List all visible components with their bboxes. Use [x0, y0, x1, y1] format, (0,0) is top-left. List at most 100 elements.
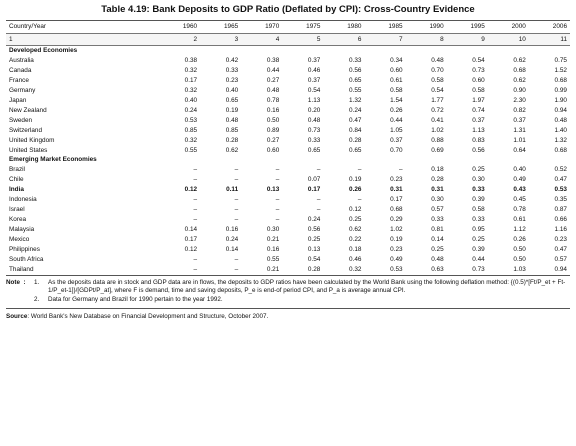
ratio-cell: – — [193, 166, 198, 174]
ratio-cell: 0.47 — [554, 176, 567, 184]
ratio-cell: – — [234, 166, 239, 174]
ratio-cell: 0.07 — [307, 176, 321, 184]
ratio-cell: 0.46 — [307, 66, 321, 74]
note-item: 1. As the deposits data are in stock and … — [34, 279, 570, 296]
ratio-cell: 0.48 — [225, 116, 239, 124]
ratio-cell: 0.53 — [554, 186, 567, 194]
ratio-cell: 0.22 — [349, 236, 362, 244]
ratio-cell: 0.41 — [431, 116, 444, 124]
ratio-cell: 0.33 — [431, 216, 444, 224]
country-name: Korea — [9, 216, 27, 224]
ratio-cell: 0.87 — [554, 206, 567, 214]
ratio-cell: 0.74 — [472, 106, 485, 114]
column-index-cell: 1 — [6, 33, 159, 46]
ratio-cell: 0.73 — [307, 126, 321, 134]
header-cell-year: 1985 — [364, 21, 406, 34]
ratio-cell: 0.55 — [266, 256, 280, 264]
ratio-cell: 0.23 — [554, 236, 567, 244]
ratio-cell: 0.60 — [472, 76, 485, 84]
country-name: France — [9, 76, 29, 84]
table-row: Israel – – – – 0.12 0.68 0.57 0.58 0.78 0.87 — [6, 205, 570, 215]
ratio-cell: 0.34 — [390, 56, 403, 64]
ratio-cell: 0.50 — [513, 256, 526, 264]
ratio-cell: 0.70 — [431, 66, 444, 74]
ratio-cell: 0.40 — [184, 96, 198, 104]
country-name: Indonesia — [9, 196, 37, 204]
ratio-cell: 0.12 — [184, 246, 198, 254]
ratio-cell: – — [275, 166, 280, 174]
country-name: India — [9, 186, 24, 194]
ratio-cell: 0.12 — [184, 186, 198, 194]
ratio-cell: 0.49 — [513, 176, 526, 184]
country-name: United Kingdom — [9, 136, 55, 144]
ratio-cell: 0.61 — [390, 76, 403, 84]
ratio-cell: – — [275, 196, 280, 204]
ratio-cell: 0.65 — [225, 96, 239, 104]
ratio-cell: 0.69 — [431, 146, 444, 154]
ratio-cell: – — [193, 196, 198, 204]
ratio-cell: 0.32 — [184, 86, 198, 94]
ratio-cell: 0.28 — [349, 136, 362, 144]
table-row: Japan 0.40 0.65 0.78 1.13 1.32 1.54 1.77 1.97 2.3… — [6, 96, 570, 106]
ratio-cell: 0.60 — [266, 146, 280, 154]
ratio-cell: 0.25 — [431, 246, 444, 254]
ratio-cell: 0.49 — [390, 256, 403, 264]
ratio-cell: 0.94 — [554, 106, 567, 114]
ratio-cell: 0.50 — [266, 116, 280, 124]
ratio-cell: 0.90 — [513, 86, 526, 94]
ratio-cell: 1.13 — [472, 126, 485, 134]
ratio-cell: 0.27 — [266, 136, 280, 144]
ratio-cell: 0.63 — [431, 265, 444, 273]
ratio-cell: 1.05 — [390, 126, 403, 134]
column-index-row: 1 2 3 4 5 6 7 8 9 10 11 — [6, 33, 570, 46]
country-name: Israel — [9, 206, 25, 214]
ratio-cell: 0.39 — [472, 246, 485, 254]
ratio-cell: 0.73 — [472, 66, 485, 74]
ratio-cell: 0.62 — [513, 56, 526, 64]
ratio-cell: – — [316, 166, 321, 174]
ratio-cell: 0.32 — [184, 66, 198, 74]
ratio-cell: 0.17 — [184, 76, 198, 84]
ratio-cell: 0.65 — [307, 146, 321, 154]
ratio-cell: 0.39 — [472, 196, 485, 204]
column-index-cell: 7 — [364, 33, 406, 46]
country-name: Australia — [9, 56, 34, 64]
header-cell-year: 1965 — [200, 21, 242, 34]
ratio-cell: 0.35 — [554, 196, 567, 204]
table-row: Thailand – – 0.21 0.28 0.32 0.53 0.63 0.73 1.03 0.… — [6, 265, 570, 275]
country-name: New Zealand — [9, 106, 47, 114]
ratio-cell: – — [193, 176, 198, 184]
table-row: United Kingdom 0.32 0.28 0.27 0.33 0.28 0.37 0.… — [6, 136, 570, 146]
ratio-cell: 0.58 — [390, 86, 403, 94]
ratio-cell: 0.11 — [226, 186, 239, 194]
ratio-cell: 0.42 — [225, 56, 239, 64]
ratio-cell: 0.23 — [225, 76, 239, 84]
header-cell-year: 1990 — [405, 21, 447, 34]
ratio-cell: 0.68 — [554, 76, 567, 84]
ratio-cell: 0.85 — [184, 126, 198, 134]
ratio-cell: 0.54 — [472, 56, 485, 64]
ratio-cell: 0.66 — [554, 216, 567, 224]
ratio-cell: 0.68 — [390, 206, 403, 214]
ratio-cell: 0.28 — [225, 136, 239, 144]
country-name: Sweden — [9, 116, 33, 124]
ratio-cell: 0.17 — [390, 196, 403, 204]
ratio-cell: 0.31 — [390, 186, 403, 194]
ratio-cell: 0.32 — [349, 265, 362, 273]
ratio-cell: 1.31 — [513, 126, 526, 134]
ratio-cell: 0.65 — [349, 76, 362, 84]
header-cell-year: 1970 — [241, 21, 283, 34]
ratio-cell: 0.54 — [307, 86, 321, 94]
ratio-cell: 0.54 — [431, 86, 444, 94]
ratio-cell: 0.99 — [554, 86, 567, 94]
ratio-cell: 0.30 — [431, 196, 444, 204]
table-row: Canada 0.32 0.33 0.44 0.46 0.56 0.60 0.70 0.73 0.… — [6, 66, 570, 76]
ratio-cell: 0.50 — [513, 246, 526, 254]
ratio-cell: 0.14 — [225, 246, 239, 254]
table-row: South Africa – – 0.55 0.54 0.46 0.49 0.48 0.44 0.… — [6, 255, 570, 265]
ratio-cell: 0.43 — [513, 186, 526, 194]
ratio-cell: 0.26 — [513, 236, 526, 244]
ratio-cell: 1.40 — [554, 126, 567, 134]
ratio-cell: 0.29 — [390, 216, 403, 224]
ratio-cell: – — [399, 166, 403, 174]
